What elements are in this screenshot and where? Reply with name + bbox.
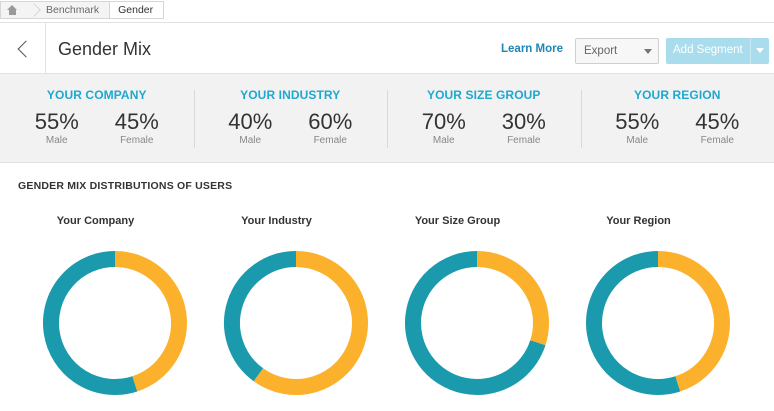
add-segment-button[interactable]: Add Segment [666, 38, 769, 64]
button-divider [750, 38, 751, 64]
export-label: Export [584, 45, 618, 57]
export-dropdown[interactable]: Export [575, 38, 659, 64]
summary-title: YOUR COMPANY [46, 88, 147, 102]
male-percent: 55% [615, 109, 660, 134]
chart-your-company: Your Company [0, 215, 187, 405]
chart-title: Your Region [606, 215, 671, 227]
female-label: Female [313, 135, 347, 146]
section-title: GENDER MIX DISTRIBUTIONS OF USERS [18, 180, 233, 192]
female-slice [476, 251, 549, 346]
male-label: Male [45, 135, 68, 146]
summary-title: YOUR REGION [634, 88, 721, 102]
breadcrumb-item-gender: Gender [109, 1, 165, 19]
chart-title: Your Company [56, 215, 135, 227]
chart-your-region: Your Region [543, 215, 730, 405]
donut-chart [43, 251, 187, 395]
chevron-down-icon[interactable] [756, 48, 764, 53]
back-button[interactable] [0, 23, 46, 75]
male-percent: 55% [34, 109, 79, 134]
summary-title: YOUR SIZE GROUP [426, 88, 541, 102]
male-label: Male [626, 135, 649, 146]
female-percent: 45% [695, 109, 740, 134]
summary-band: YOUR COMPANY 55% Male 45% Female YOUR INDU… [0, 73, 774, 163]
male-slice [224, 251, 297, 382]
summary-your-size-group: YOUR SIZE GROUP 70% Male 30% Female [387, 74, 581, 162]
female-slice [114, 251, 187, 392]
learn-more-link[interactable]: Learn More [501, 43, 563, 55]
male-percent: 70% [421, 109, 466, 134]
page-header: Gender Mix Learn More Export Add Segment [0, 22, 774, 75]
donut-chart [586, 251, 730, 395]
donut-charts: Your Company Your Industry Your Size Gro… [0, 215, 774, 405]
breadcrumb: Benchmark Gender [0, 0, 165, 20]
female-percent: 30% [501, 109, 546, 134]
chart-your-size-group: Your Size Group [362, 215, 549, 405]
male-slice [586, 251, 681, 395]
male-slice [405, 251, 546, 395]
breadcrumb-label: Gender [118, 4, 154, 16]
summary-title: YOUR INDUSTRY [240, 88, 341, 102]
summary-your-company: YOUR COMPANY 55% Male 45% Female [0, 74, 194, 162]
breadcrumb-label: Benchmark [46, 4, 100, 16]
chart-title: Your Size Group [414, 215, 501, 227]
female-percent: 45% [114, 109, 159, 134]
breadcrumb-item-benchmark[interactable]: Benchmark [24, 1, 110, 19]
page-title: Gender Mix [58, 39, 152, 59]
home-icon [7, 5, 18, 15]
chart-your-industry: Your Industry [181, 215, 368, 405]
summary-your-industry: YOUR INDUSTRY 40% Male 60% Female [193, 74, 388, 162]
breadcrumb-home[interactable] [0, 1, 24, 19]
male-slice [43, 251, 138, 395]
female-slice [253, 251, 368, 395]
male-label: Male [432, 135, 455, 146]
chevron-down-icon [644, 49, 652, 54]
add-segment-label: Add Segment [673, 44, 743, 56]
donut-chart [405, 251, 549, 395]
female-percent: 60% [308, 109, 353, 134]
chart-title: Your Industry [241, 215, 312, 227]
male-percent: 40% [228, 109, 273, 134]
breadcrumb-separator-icon [27, 3, 41, 17]
female-label: Female [700, 135, 734, 146]
donut-chart [224, 251, 368, 395]
male-label: Male [239, 135, 262, 146]
summary-your-region: YOUR REGION 55% Male 45% Female [580, 74, 774, 162]
female-slice [657, 251, 730, 392]
female-label: Female [120, 135, 154, 146]
female-label: Female [507, 135, 541, 146]
chevron-left-icon [17, 40, 34, 58]
